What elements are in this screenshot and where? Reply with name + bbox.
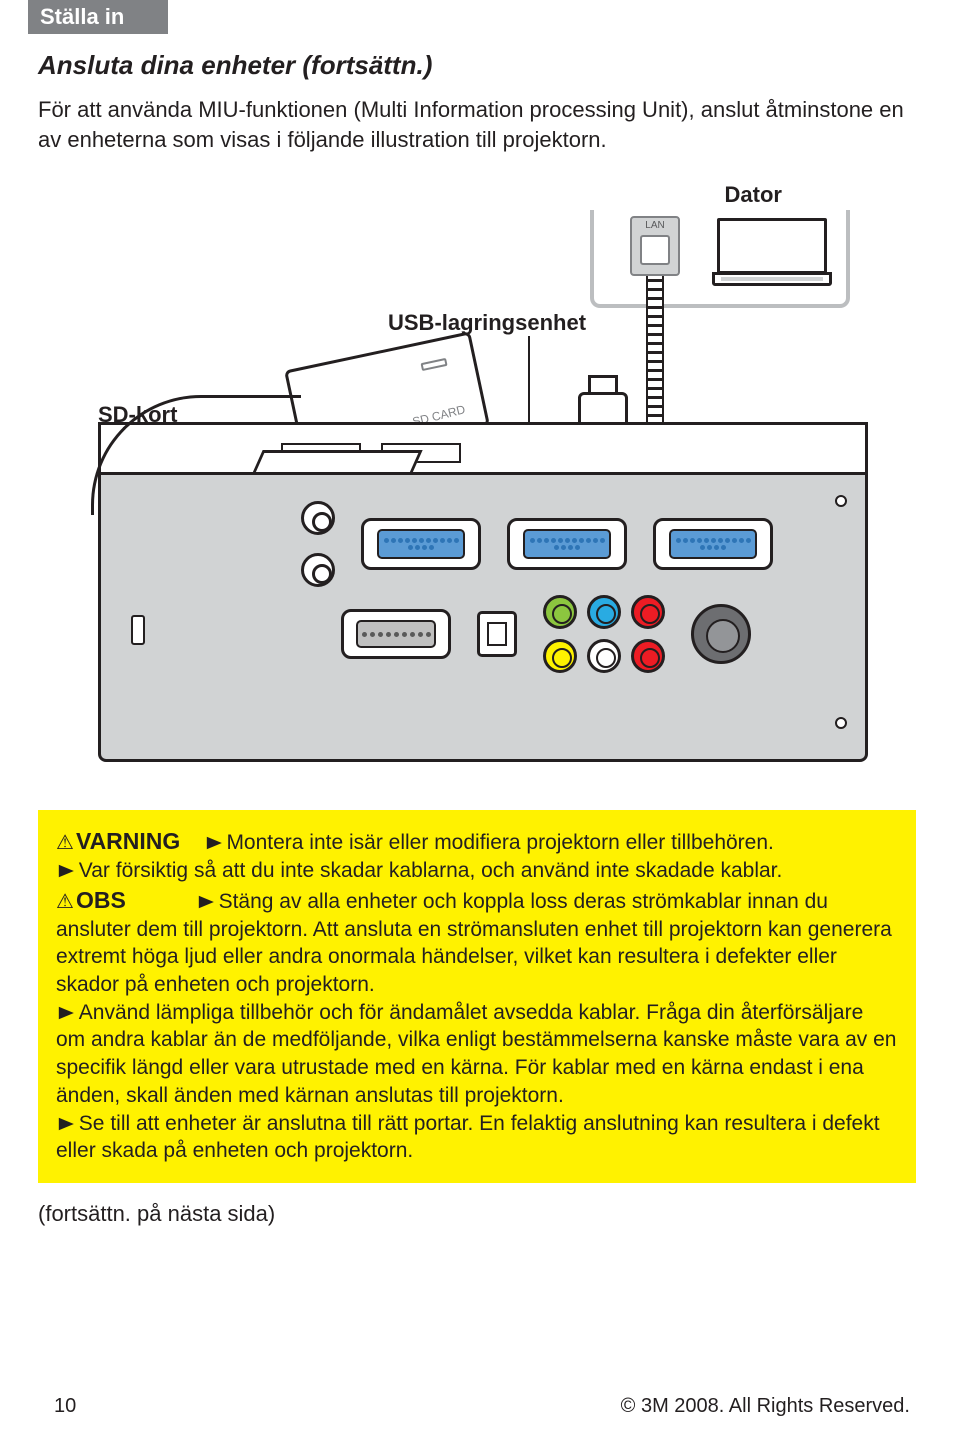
arrow-icon: ► <box>202 829 227 857</box>
label-usb: USB-lagringsenhet <box>388 310 586 336</box>
serial-port-icon <box>341 609 451 659</box>
screw-icon <box>835 717 847 729</box>
port-row-2 <box>341 595 751 673</box>
port-row-1 <box>301 501 773 587</box>
vga-port-icon <box>507 518 627 570</box>
page-title: Ansluta dina enheter (fortsättn.) <box>38 50 960 81</box>
page-footer: 10 © 3M 2008. All Rights Reserved. <box>0 1395 960 1418</box>
warning-triangle-icon: ⚠ <box>56 830 74 856</box>
rca-group <box>543 595 665 673</box>
laptop-icon <box>712 218 832 288</box>
usb-b-port-icon <box>477 611 517 657</box>
rca-red-icon <box>631 639 665 673</box>
warning-text-2: Var försiktig så att du inte skadar kabl… <box>79 859 783 882</box>
obs-label: OBS <box>76 887 126 913</box>
obs-text-2: Använd lämpliga tillbehör och för ändamå… <box>56 1001 896 1107</box>
section-header: Ställa in <box>28 0 168 34</box>
copyright: © 3M 2008. All Rights Reserved. <box>621 1395 910 1418</box>
projector-top <box>98 422 868 474</box>
arrow-icon: ► <box>54 999 79 1027</box>
audio-jack-icon <box>301 553 335 587</box>
arrow-icon: ► <box>194 888 219 916</box>
intro-paragraph: För att använda MIU-funktionen (Multi In… <box>38 95 912 154</box>
svideo-port-icon <box>691 604 751 664</box>
lan-port-icon: LAN <box>630 216 680 276</box>
rca-white-icon <box>587 639 621 673</box>
screw-icon <box>835 495 847 507</box>
arrow-icon: ► <box>54 1110 79 1138</box>
rca-blue-icon <box>587 595 621 629</box>
warning-label: VARNING <box>76 828 180 854</box>
vga-port-icon <box>361 518 481 570</box>
continue-note: (fortsättn. på nästa sida) <box>38 1201 960 1227</box>
rca-red-icon <box>631 595 665 629</box>
label-computer: Dator <box>725 182 782 208</box>
lan-label: LAN <box>632 220 678 231</box>
warning-box: ⚠VARNING ►Montera inte isär eller modifi… <box>38 810 916 1183</box>
projector-body <box>98 472 868 762</box>
page-number: 10 <box>54 1395 76 1418</box>
arrow-icon: ► <box>54 857 79 885</box>
audio-jack-icon <box>301 501 335 535</box>
obs-text-3: Se till att enheter är anslutna till rät… <box>56 1112 880 1163</box>
kensington-icon <box>131 615 145 645</box>
obs-text-1: Stäng av alla enheter och koppla loss de… <box>56 890 892 996</box>
vga-port-icon <box>653 518 773 570</box>
warning-triangle-icon: ⚠ <box>56 889 74 915</box>
rca-green-icon <box>543 595 577 629</box>
rca-yellow-icon <box>543 639 577 673</box>
warning-text-1: Montera inte isär eller modifiera projek… <box>226 831 773 854</box>
connection-diagram: Dator USB-lagringsenhet SD-kort LAN SD C… <box>38 182 922 782</box>
